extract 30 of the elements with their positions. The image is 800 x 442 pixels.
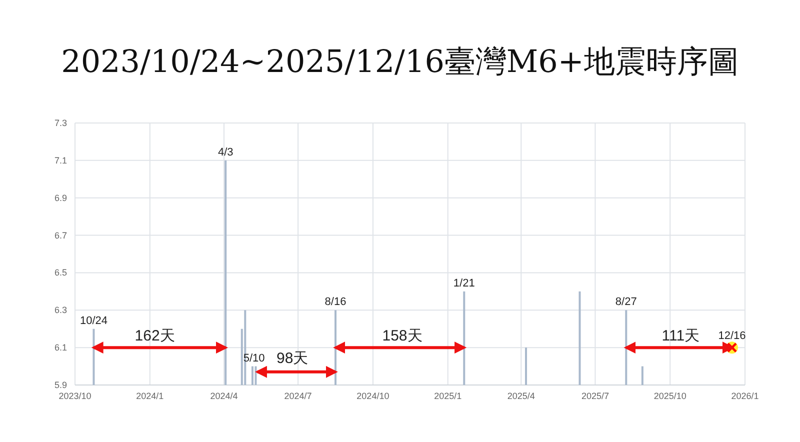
y-tick-label: 6.3: [54, 305, 67, 316]
y-tick-label: 6.5: [54, 268, 67, 278]
annotation: 5/10: [243, 352, 265, 364]
annotation: 4/3: [218, 146, 234, 158]
y-tick-label: 5.9: [54, 380, 67, 390]
x-tick-label: 2024/10: [356, 391, 390, 401]
x-tick-label: 2024/7: [284, 391, 312, 401]
annotation: 158天: [382, 328, 422, 345]
annotation: 111天: [662, 328, 700, 345]
annotation: 8/16: [324, 296, 346, 308]
x-tick-label: 2025/1: [434, 391, 462, 401]
y-tick-label: 6.7: [54, 230, 67, 240]
y-tick-label: 7.1: [54, 155, 67, 166]
annotation: 8/27: [615, 296, 637, 308]
x-tick-label: 2025/7: [581, 391, 609, 401]
x-tick-label: 2025/10: [654, 391, 686, 401]
annotation: 1/21: [453, 277, 475, 290]
x-tick-label: 2023/10: [58, 391, 92, 401]
annotation: 162天: [134, 328, 175, 345]
y-tick-label: 7.3: [54, 118, 67, 128]
annotation: 10/24: [80, 314, 108, 327]
x-tick-label: 2024/1: [136, 391, 164, 401]
annotation: 98天: [276, 350, 308, 368]
y-tick-label: 6.1: [54, 342, 67, 353]
x-tick-label: 2025/4: [507, 391, 535, 401]
title: 2023/10/24~2025/12/16臺灣M6+地震時序圖: [61, 44, 739, 80]
x-tick-label: 2026/1: [731, 391, 759, 401]
x-tick-label: 2024/4: [210, 391, 238, 401]
annotation: 12/16: [718, 330, 746, 342]
y-tick-label: 6.9: [54, 192, 67, 203]
